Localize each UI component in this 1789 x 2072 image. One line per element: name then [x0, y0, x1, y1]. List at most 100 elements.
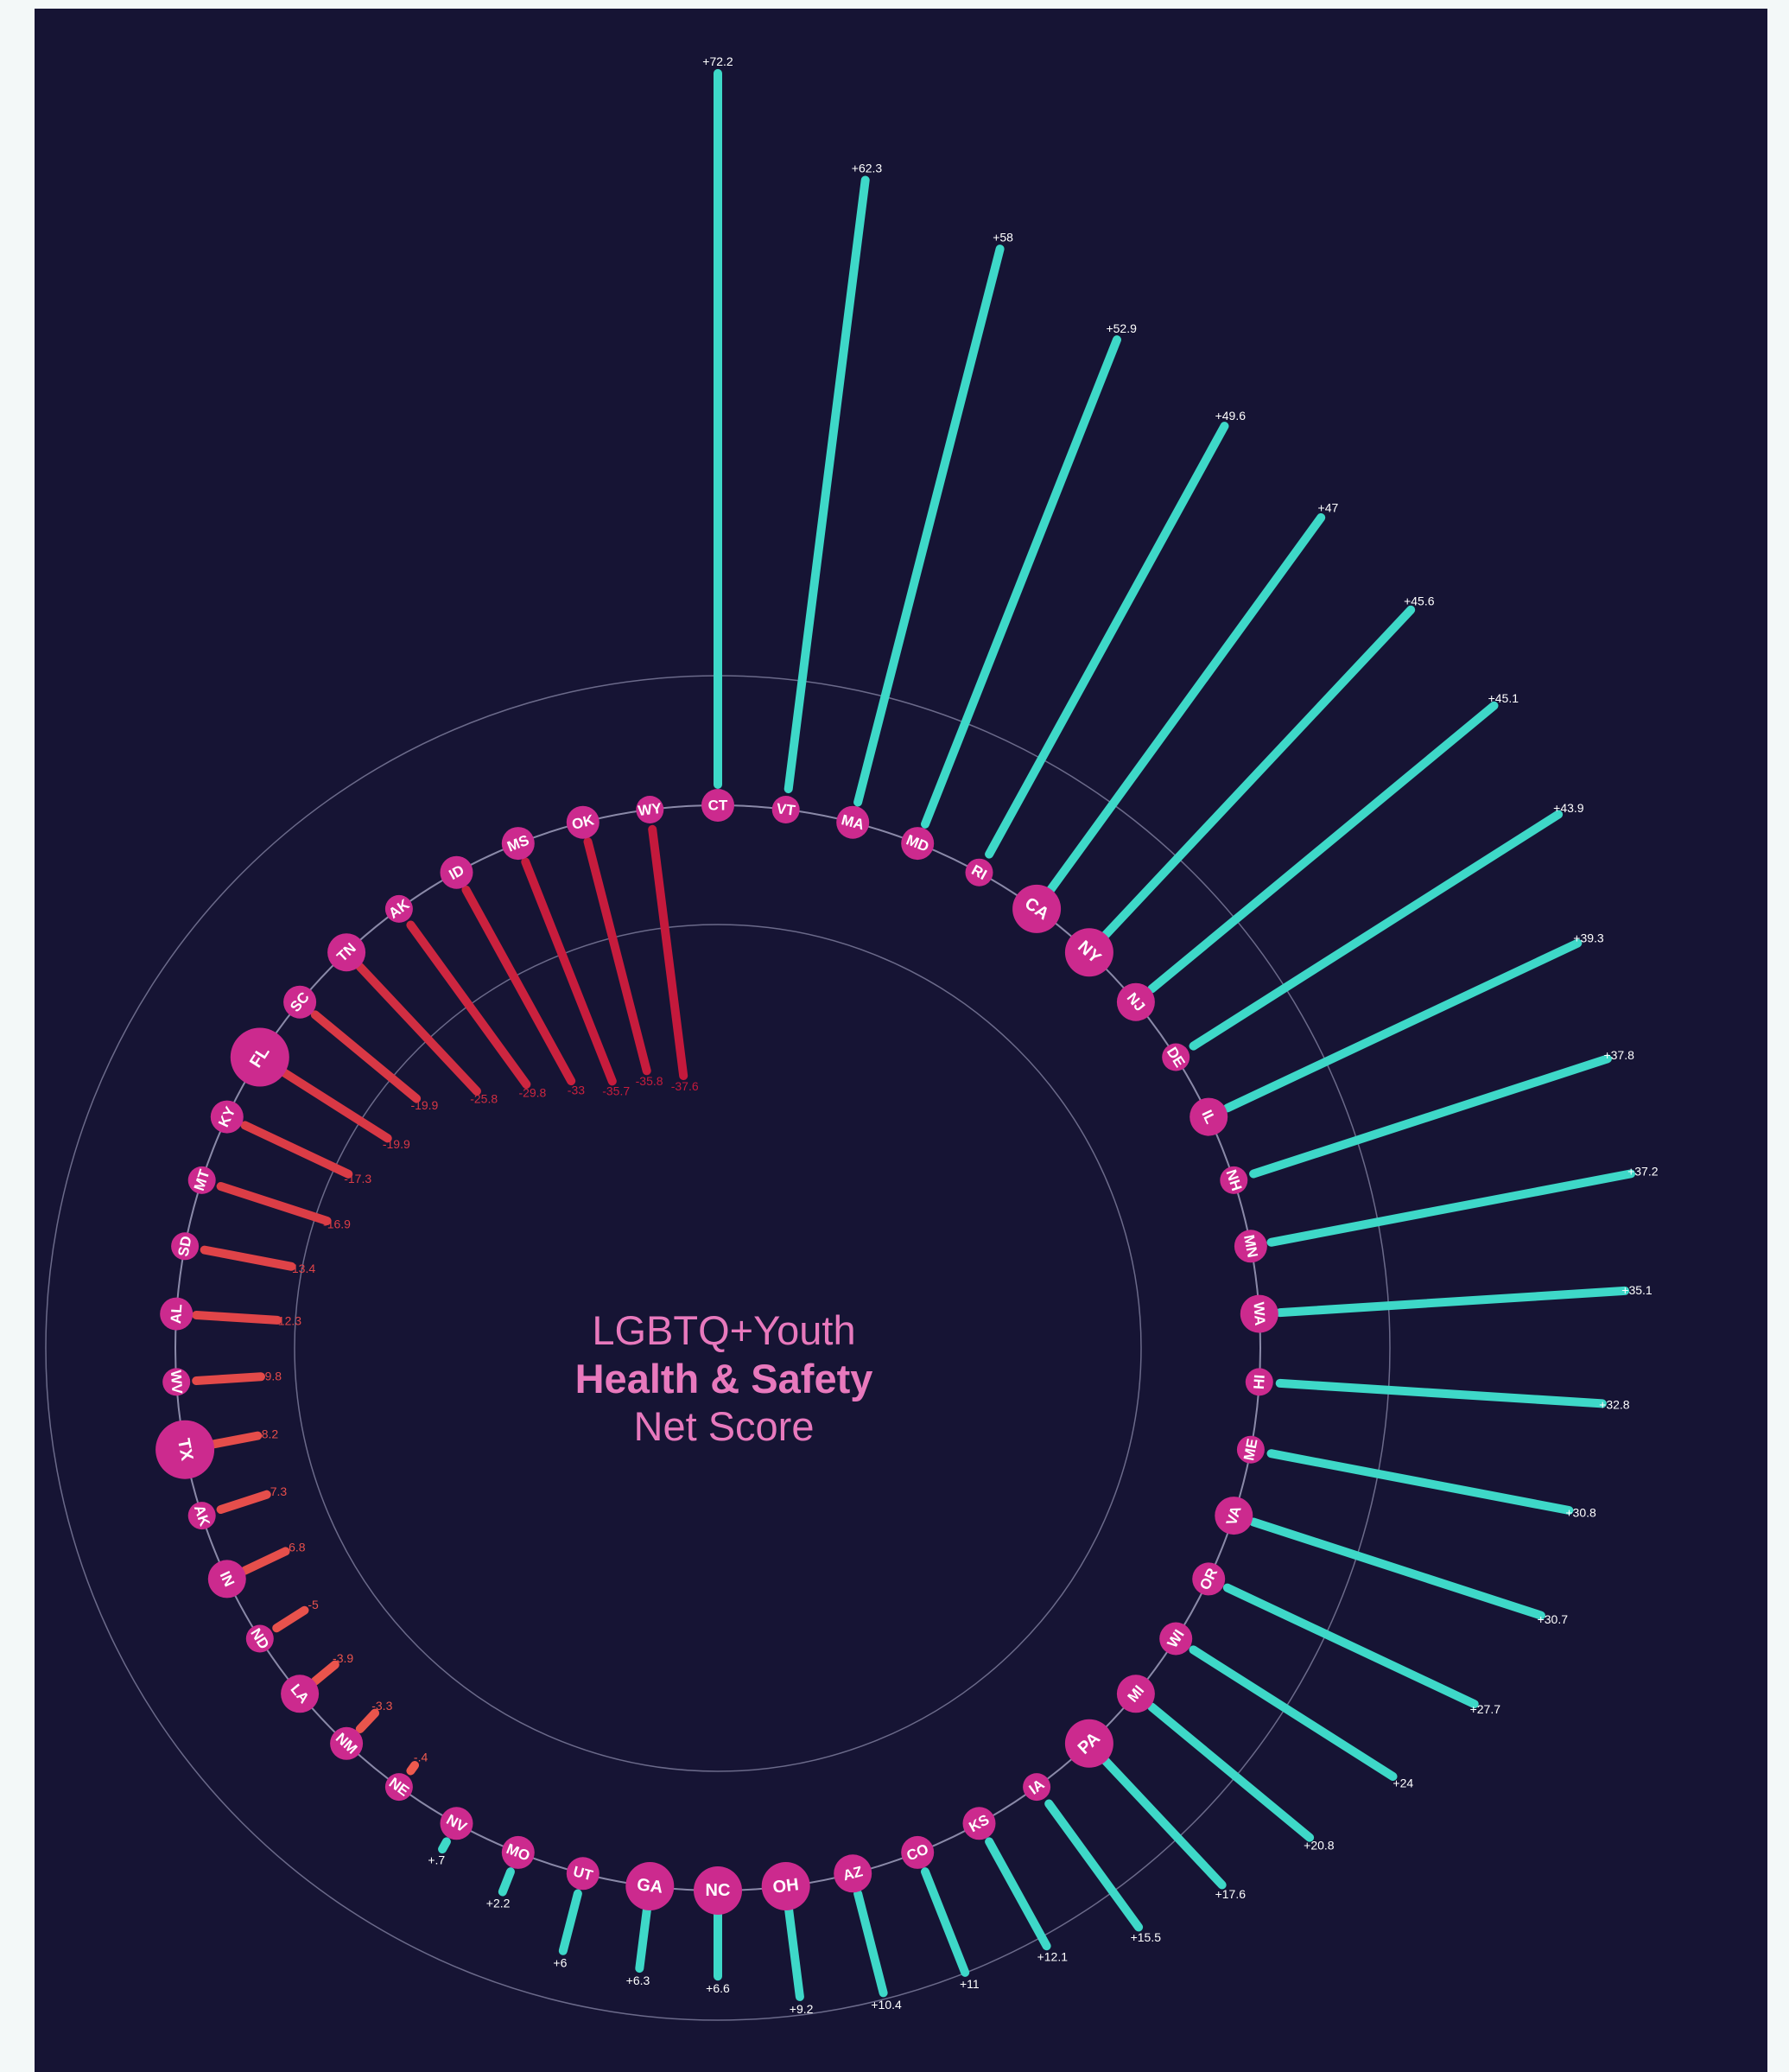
value-label-al-38: -12.3 [274, 1314, 301, 1328]
value-label-ut-27: +6 [553, 1955, 567, 1969]
value-label-id-46: -33 [568, 1084, 585, 1097]
state-bubble-ga-26 [625, 1862, 675, 1910]
bar-nj-7 [1147, 701, 1499, 994]
value-label-wa-12: +35.1 [1621, 1283, 1653, 1297]
value-label-mn-11: +37.2 [1627, 1165, 1659, 1179]
value-label-vt-1: +62.3 [852, 162, 883, 175]
bar-al-38 [192, 1311, 282, 1325]
state-bubble-mo-28 [501, 1835, 535, 1869]
bars-layer [192, 68, 1635, 2001]
state-bubble-va-15 [1215, 1497, 1253, 1535]
bar-ak-45 [406, 920, 531, 1089]
state-bubble-hi-13 [1245, 1368, 1273, 1396]
bubbles-layer: CT VTMAMDRICANYNJDEILNHMNWAHIMEVAORWIMIPA… [155, 789, 1278, 1915]
bar-in-34 [240, 1547, 290, 1575]
bar-vt-1 [783, 175, 870, 794]
state-label-wa-12: WA [1250, 1301, 1268, 1326]
bar-wv-37 [192, 1372, 265, 1385]
state-bubble-ak-35 [187, 1502, 216, 1530]
bar-de-8 [1189, 810, 1564, 1051]
state-bubble-tx-36 [155, 1420, 215, 1479]
bar-wy-49 [648, 824, 688, 1081]
inner-ring [294, 924, 1142, 1772]
state-bubble-wa-12 [1240, 1294, 1278, 1333]
bar-ne-30 [406, 1761, 420, 1776]
state-bubble-fl-42 [230, 1027, 289, 1087]
title-line-2: Health & Safety [575, 1356, 873, 1401]
bar-ri-4 [985, 422, 1229, 859]
bar-nv-29 [438, 1837, 451, 1854]
bar-ak-35 [216, 1490, 271, 1514]
state-label-wv-37: WV [168, 1370, 186, 1395]
value-label-nv-29: +.7 [428, 1853, 445, 1866]
state-label-hi-13: HI [1251, 1374, 1268, 1389]
bar-fl-42 [272, 1063, 392, 1143]
state-bubble-vt-1 [771, 796, 800, 823]
bar-az-23 [853, 1889, 888, 1998]
state-bubble-id-46 [440, 855, 473, 889]
state-bubble-la-32 [281, 1675, 320, 1713]
value-label-ga-26: +6.3 [626, 1973, 650, 1987]
bar-mn-11 [1266, 1169, 1635, 1247]
state-bubble-mi-18 [1116, 1675, 1155, 1713]
value-label-ca-5: +47 [1318, 501, 1339, 515]
bar-mo-28 [498, 1867, 515, 1897]
state-bubble-nc-25 [694, 1866, 742, 1915]
value-label-de-8: +43.9 [1553, 801, 1584, 815]
value-label-me-14: +30.8 [1565, 1506, 1596, 1520]
value-label-or-16: +27.7 [1470, 1702, 1501, 1716]
value-label-va-15: +30.7 [1538, 1612, 1569, 1626]
value-label-ri-4: +49.6 [1215, 409, 1247, 423]
state-bubble-ri-4 [965, 858, 993, 887]
state-bubble-de-8 [1162, 1043, 1190, 1071]
state-label-me-14: ME [1240, 1437, 1260, 1462]
bar-pa-19 [1099, 1754, 1227, 1890]
state-label-sd-39: SD [175, 1235, 195, 1258]
state-bubble-ms-47 [501, 827, 535, 861]
bar-wi-17 [1189, 1645, 1398, 1781]
bar-la-32 [310, 1660, 339, 1686]
value-label-ny-6: +45.6 [1404, 594, 1435, 608]
value-label-oh-24: +9.2 [790, 2002, 814, 2016]
state-bubble-ut-27 [566, 1857, 600, 1891]
state-label-vt-1: VT [776, 800, 797, 819]
bar-va-15 [1249, 1517, 1545, 1620]
state-label-il-9: IL [1198, 1108, 1219, 1127]
state-bubble-wi-17 [1159, 1622, 1193, 1656]
state-bubble-ok-48 [566, 805, 600, 839]
bar-id-46 [461, 885, 576, 1086]
chart-panel [35, 9, 1767, 2072]
value-label-sc-43: -19.9 [410, 1098, 438, 1112]
value-label-fl-42: -19.9 [383, 1137, 410, 1151]
state-bubble-ct-0 [701, 789, 734, 822]
bar-co-22 [921, 1867, 970, 1977]
value-label-ct-0: +72.2 [702, 54, 733, 68]
state-label-ga-26: GA [636, 1875, 664, 1897]
value-label-tn-44: -25.8 [470, 1092, 498, 1106]
bar-ky-41 [240, 1121, 353, 1179]
value-label-ne-30: -.4 [414, 1750, 428, 1764]
bar-ny-6 [1099, 605, 1416, 942]
bar-ia-20 [1044, 1799, 1144, 1932]
value-label-mo-28: +2.2 [486, 1897, 511, 1910]
bar-ga-26 [635, 1902, 652, 1973]
state-bubble-or-16 [1192, 1562, 1226, 1596]
state-bubble-sd-39 [171, 1232, 200, 1261]
value-label-nd-33: -5 [308, 1598, 319, 1611]
value-label-md-3: +52.9 [1106, 321, 1137, 335]
value-label-ma-2: +58 [993, 231, 1013, 245]
value-labels-layer: +72.2 +62.3 +58 +52.9 +49.6 +47 +45.6 +45.1 +43.… [257, 54, 1659, 2016]
value-label-ak-35: -7.3 [266, 1484, 287, 1498]
value-label-il-9: +39.3 [1573, 931, 1604, 945]
state-bubble-ky-41 [210, 1100, 244, 1134]
state-bubble-ny-6 [1064, 928, 1113, 977]
value-label-sd-39: -13.4 [288, 1262, 315, 1275]
value-label-la-32: -3.9 [333, 1651, 353, 1665]
value-label-nh-10: +37.8 [1603, 1048, 1634, 1062]
state-label-in-34: IN [217, 1569, 238, 1589]
value-label-wy-49: -37.6 [671, 1079, 699, 1093]
value-label-ia-20: +15.5 [1131, 1930, 1162, 1944]
value-label-tx-36: -8.2 [257, 1427, 278, 1440]
state-bubble-tn-44 [327, 933, 366, 972]
state-bubble-ak-45 [384, 894, 413, 923]
